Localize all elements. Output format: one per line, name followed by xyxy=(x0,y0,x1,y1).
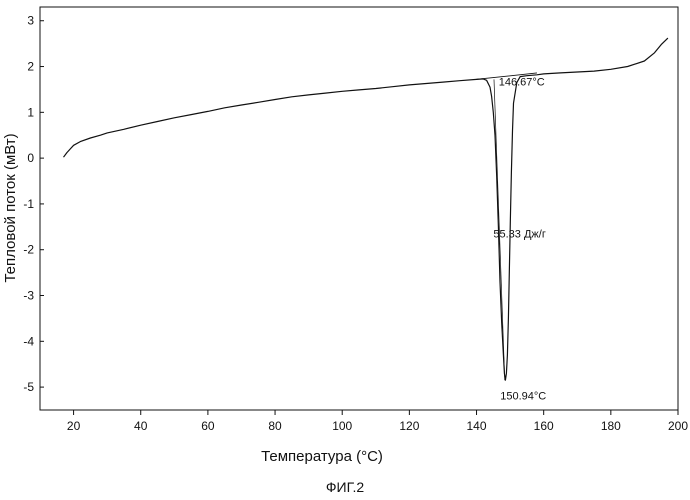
annotation-label: 55.33 Дж/г xyxy=(493,229,545,241)
y-tick-label: -3 xyxy=(23,289,34,303)
y-tick-label: 3 xyxy=(27,14,34,28)
dsc-series-line xyxy=(64,38,668,380)
y-tick-label: -1 xyxy=(23,197,34,211)
x-tick-label: 100 xyxy=(332,419,352,433)
y-tick-label: -4 xyxy=(23,334,34,348)
y-tick-label: -2 xyxy=(23,243,34,257)
annotation-label: 150.94°C xyxy=(500,390,546,402)
x-tick-label: 60 xyxy=(201,419,215,433)
y-axis-title: Тепловой поток (мВт) xyxy=(2,133,19,282)
y-tick-label: 0 xyxy=(27,151,34,165)
y-tick-label: -5 xyxy=(23,380,34,394)
figure-caption: ФИГ.2 xyxy=(326,479,364,495)
y-tick-label: 2 xyxy=(27,60,34,74)
x-tick-label: 20 xyxy=(67,419,81,433)
y-tick-label: 1 xyxy=(27,105,34,119)
plot-frame xyxy=(40,7,678,410)
annotation-label: 146.67°C xyxy=(499,76,545,88)
x-axis-title: Температура (°C) xyxy=(261,448,383,465)
x-tick-label: 200 xyxy=(668,419,688,433)
x-tick-label: 140 xyxy=(467,419,487,433)
dsc-chart: 20 40 60 80 100 120 140 160 180 200 3 2 1 0 -1 -2 -3 -4 -5… xyxy=(0,0,690,500)
x-tick-label: 160 xyxy=(534,419,554,433)
x-tick-label: 180 xyxy=(601,419,621,433)
x-tick-label: 120 xyxy=(399,419,419,433)
x-tick-label: 40 xyxy=(134,419,148,433)
x-tick-label: 80 xyxy=(268,419,282,433)
